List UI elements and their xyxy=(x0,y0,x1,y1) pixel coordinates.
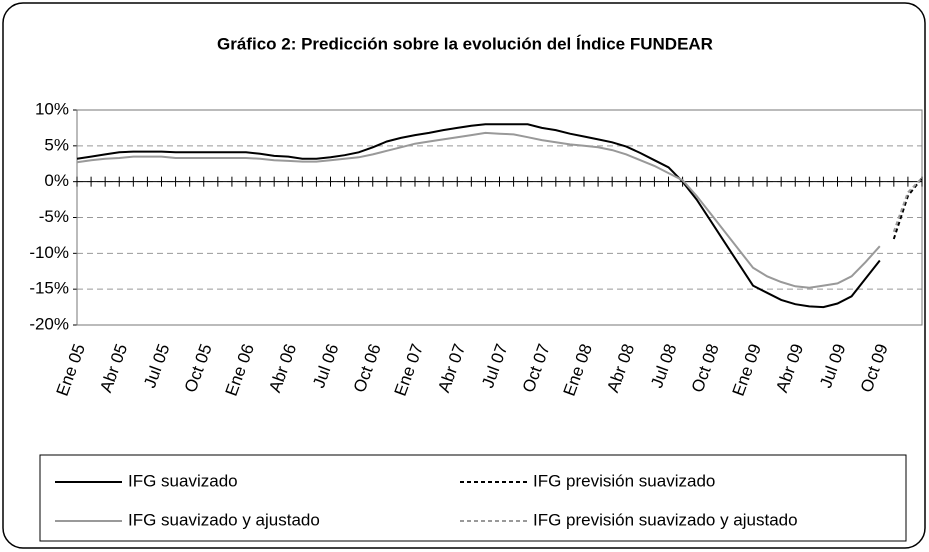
legend-label: IFG suavizado y ajustado xyxy=(128,510,320,529)
legend-label: IFG previsión suavizado y ajustado xyxy=(533,510,798,529)
series-line xyxy=(76,123,881,309)
y-tick-label: 10% xyxy=(35,99,69,118)
series-line xyxy=(76,131,881,289)
y-tick-label: -20% xyxy=(29,314,69,333)
y-tick-label: -10% xyxy=(29,243,69,262)
y-tick-label: 0% xyxy=(44,171,69,190)
plot-area xyxy=(76,109,923,326)
y-tick-label: -15% xyxy=(29,279,69,298)
legend-label: IFG suavizado xyxy=(128,471,238,490)
series-line xyxy=(892,177,923,240)
legend-box xyxy=(39,454,907,542)
y-tick-label: -5% xyxy=(39,207,69,226)
legend-label: IFG previsión suavizado xyxy=(533,471,715,490)
chart-title: Gráfico 2: Predicción sobre la evolución… xyxy=(217,34,713,53)
y-tick-label: 5% xyxy=(44,135,69,154)
